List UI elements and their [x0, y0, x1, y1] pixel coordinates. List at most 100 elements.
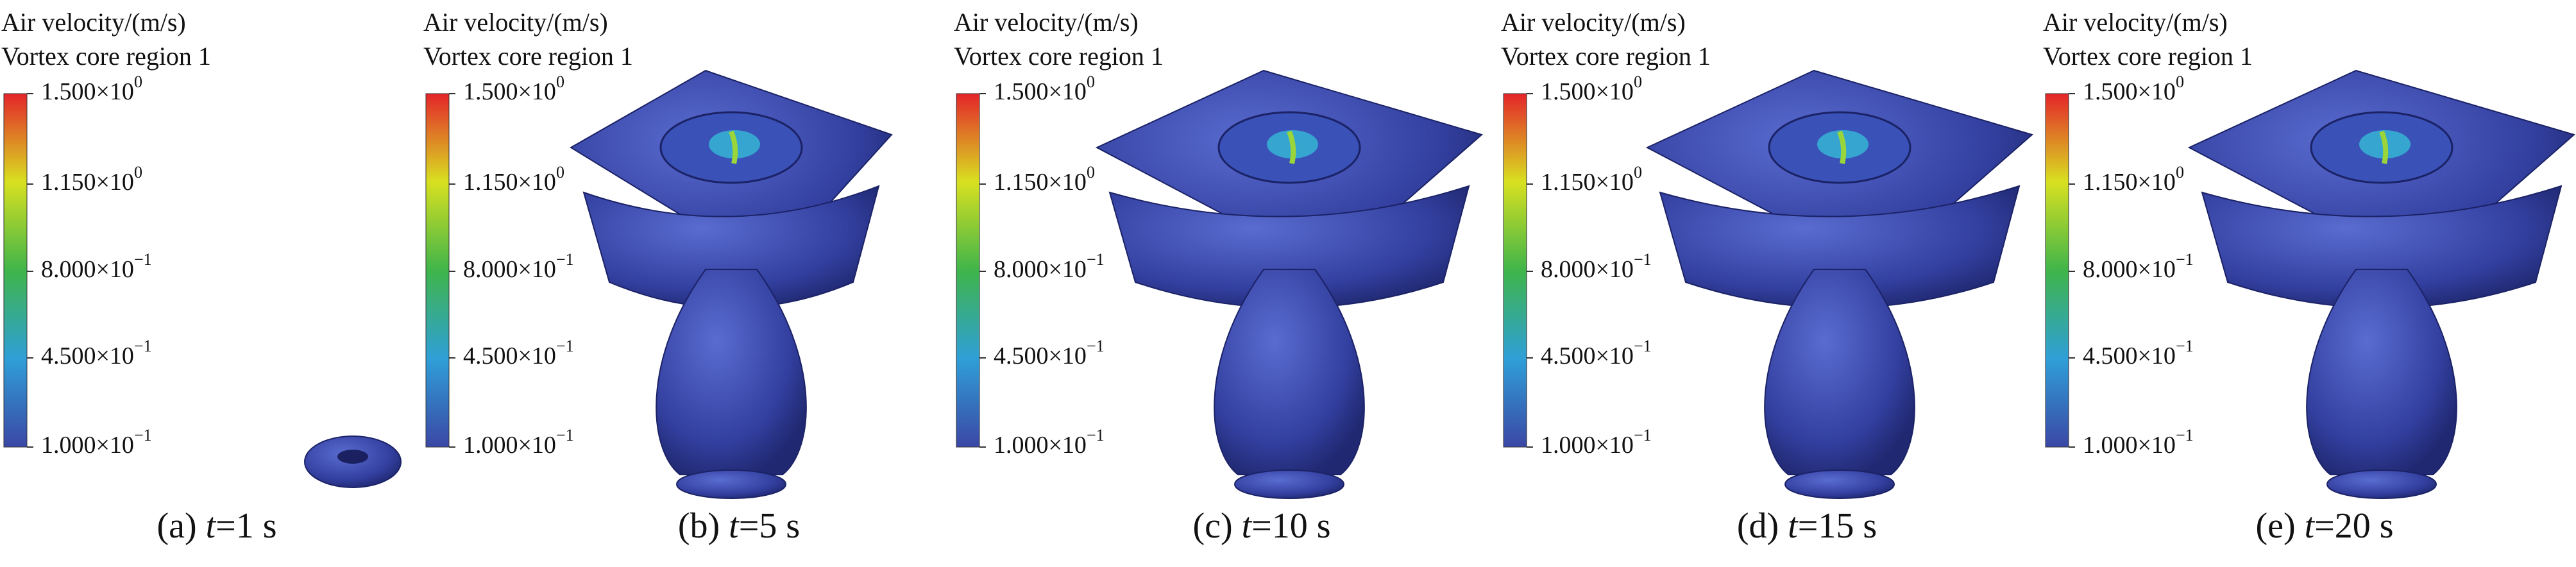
vortex-vase [2306, 269, 2457, 475]
colorbar-tick-label: 1.500×100 [2083, 72, 2184, 105]
tick-mantissa: 1.000×10 [463, 432, 556, 459]
legend-subtitle: Vortex core region 1 [1, 42, 211, 71]
tick-mantissa: 1.000×10 [994, 432, 1087, 459]
tick-exponent: −1 [1087, 426, 1105, 444]
tick-exponent: −1 [556, 250, 574, 269]
vortex-core-filament [729, 130, 738, 164]
colorbar-tick-label: 1.000×10−1 [41, 426, 152, 459]
tick-exponent: 0 [134, 72, 142, 91]
vortex-skirt [582, 185, 880, 309]
colorbar-tick-label: 1.500×100 [41, 72, 142, 105]
tick-exponent: −1 [556, 426, 574, 444]
tick-mantissa: 1.500×10 [463, 78, 556, 105]
colorbar-tick-label: 8.000×10−1 [994, 250, 1105, 283]
caption: (e) t=20 s [2255, 506, 2393, 546]
colorbar-tick-label: 1.500×100 [1541, 72, 1642, 105]
legend-subtitle: Vortex core region 1 [1501, 42, 1711, 71]
colorbar-tick-label: 1.000×10−1 [1541, 426, 1652, 459]
tick-exponent: 0 [2176, 72, 2184, 91]
vortex-skirt [1108, 185, 1470, 309]
tick-exponent: 0 [1087, 72, 1095, 91]
tick-exponent: 0 [1634, 72, 1642, 91]
colorbar-tick-label: 1.150×100 [994, 163, 1095, 196]
tick-exponent: 0 [134, 163, 142, 182]
colorbar-tick-label: 1.500×100 [463, 72, 564, 105]
caption-value: =20 s [2314, 506, 2393, 546]
legend-title: Air velocity/(m/s) [2043, 8, 2228, 37]
vortex-vase [1764, 269, 1915, 475]
tick-mantissa: 4.500×10 [2083, 343, 2176, 369]
caption-variable: t [2305, 506, 2316, 546]
colorbar-tick-label: 1.000×10−1 [463, 426, 574, 459]
colorbar-tick-label: 4.500×10−1 [2083, 337, 2194, 369]
colorbar-tick-label: 1.000×10−1 [994, 426, 1105, 459]
tick-mantissa: 1.500×10 [1541, 78, 1634, 105]
panel: Air velocity/(m/s)Vortex core region 11.… [1, 8, 402, 546]
caption-label: (e) [2255, 506, 2295, 546]
tick-exponent: −1 [2176, 337, 2194, 355]
tick-mantissa: 1.000×10 [41, 432, 134, 459]
colorbar-tick-label: 8.000×10−1 [2083, 250, 2194, 283]
caption: (b) t=5 s [678, 506, 800, 546]
legend-subtitle: Vortex core region 1 [954, 42, 1164, 71]
colorbar-tick-label: 1.150×100 [2083, 163, 2184, 196]
vortex-skirt [2201, 185, 2563, 309]
caption-variable: t [1788, 506, 1799, 546]
caption: (c) t=10 s [1192, 506, 1330, 546]
tick-mantissa: 4.500×10 [41, 343, 134, 369]
colorbar-tick-label: 8.000×10−1 [463, 250, 574, 283]
tick-exponent: 0 [1634, 163, 1642, 182]
caption: (d) t=15 s [1737, 506, 1877, 546]
tick-exponent: −1 [2176, 426, 2194, 444]
vortex-core-filament [2379, 130, 2389, 164]
legend-title: Air velocity/(m/s) [954, 8, 1139, 37]
caption-label: (d) [1737, 506, 1779, 546]
tick-mantissa: 4.500×10 [463, 343, 556, 369]
caption-variable: t [206, 506, 217, 546]
vortex-vase [1214, 269, 1365, 475]
tick-exponent: −1 [1634, 426, 1652, 444]
tick-exponent: 0 [1087, 163, 1095, 182]
tick-exponent: −1 [1087, 337, 1105, 355]
tick-mantissa: 4.500×10 [994, 343, 1087, 369]
tick-exponent: −1 [556, 337, 574, 355]
tick-exponent: −1 [134, 250, 152, 269]
caption-space [197, 506, 206, 546]
vortex-core-filament [1287, 130, 1296, 164]
tick-exponent: −1 [2176, 250, 2194, 269]
caption-variable: t [729, 506, 740, 546]
panel: Air velocity/(m/s)Vortex core region 11.… [1501, 8, 2034, 546]
caption-label: (a) [157, 506, 196, 546]
panel: Air velocity/(m/s) Vortex core region 1 1.… [954, 8, 1484, 546]
caption-value: =15 s [1798, 506, 1877, 546]
tick-mantissa: 1.500×10 [41, 78, 134, 105]
tick-mantissa: 1.150×10 [994, 169, 1087, 196]
tick-mantissa: 8.000×10 [1541, 256, 1634, 283]
tick-exponent: 0 [556, 72, 564, 91]
colorbar-tick-label: 8.000×10−1 [1541, 250, 1652, 283]
tick-exponent: 0 [2176, 163, 2184, 182]
caption-variable: t [1242, 506, 1253, 546]
colorbar [2045, 93, 2069, 448]
caption-space [1779, 506, 1788, 546]
legend-subtitle: Vortex core region 1 [2043, 42, 2253, 71]
tick-mantissa: 8.000×10 [41, 256, 134, 283]
caption: (a) t=1 s [157, 506, 276, 546]
tick-mantissa: 1.500×10 [994, 78, 1087, 105]
colorbar-tick-label: 4.500×10−1 [463, 337, 574, 369]
tick-exponent: −1 [1634, 250, 1652, 269]
tick-exponent: 0 [556, 163, 564, 182]
tick-mantissa: 8.000×10 [994, 256, 1087, 283]
caption-label: (b) [678, 506, 720, 546]
panel: Air velocity/(m/s)Vortex core region 11.… [423, 8, 893, 546]
panel: Air velocity/(m/s)Vortex core region 11.… [2043, 8, 2576, 546]
vortex-base [1234, 470, 1344, 499]
colorbar [1503, 93, 1527, 448]
tick-mantissa: 8.000×10 [463, 256, 556, 283]
caption-label: (c) [1192, 506, 1232, 546]
caption-value: =5 s [739, 506, 800, 546]
tick-mantissa: 1.150×10 [41, 169, 134, 196]
caption-space [1233, 506, 1242, 546]
colorbar-tick-label: 4.500×10−1 [994, 337, 1105, 369]
